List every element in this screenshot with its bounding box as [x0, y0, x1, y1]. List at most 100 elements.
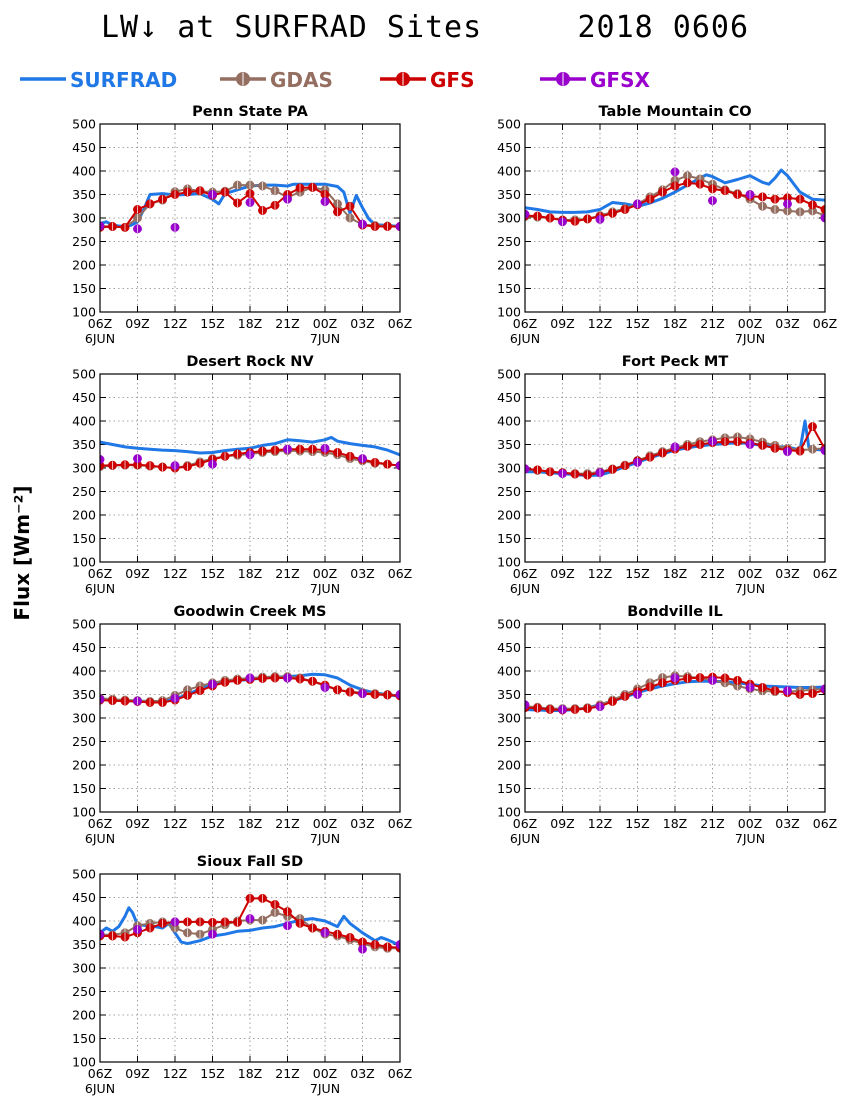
x-day-label: 7JUN	[310, 1081, 340, 1096]
plot-area	[525, 671, 825, 715]
series-gfsx	[525, 673, 825, 714]
y-tick-label: 100	[72, 1055, 96, 1070]
y-tick-label: 100	[497, 805, 521, 820]
x-tick-label: 00Z	[738, 566, 762, 581]
x-tick-label: 06Z	[388, 316, 412, 331]
x-tick-label: 15Z	[200, 316, 224, 331]
gridlines	[525, 624, 825, 812]
panel-title: Penn State PA	[192, 104, 308, 120]
y-tick-label: 150	[72, 531, 96, 546]
x-day-label: 6JUN	[85, 581, 115, 596]
panel-fort-peck-mt: Fort Peck MT5004504003503002502001501000…	[497, 354, 837, 596]
y-tick-label: 250	[497, 484, 521, 499]
data-point	[525, 209, 530, 219]
panel-penn-state-pa: Penn State PA 500 450 400 350 300 250 200 150 100…	[72, 104, 412, 346]
x-tick-label: 18Z	[238, 816, 262, 831]
plot-area	[100, 893, 400, 954]
y-tick-label: 450	[72, 390, 96, 405]
y-tick-label: 100	[497, 305, 521, 320]
x-tick-label: 00Z	[313, 566, 337, 581]
y-tick-label: 400	[72, 414, 96, 429]
x-tick-label: 06Z	[88, 816, 112, 831]
legend-label: GFSX	[590, 68, 650, 92]
series-line	[100, 906, 400, 947]
x-tick-label: 06Z	[88, 316, 112, 331]
series-gfsx	[100, 190, 400, 234]
x-day-label: 6JUN	[85, 831, 115, 846]
plot-area	[100, 672, 400, 707]
x-tick-label: 00Z	[313, 316, 337, 331]
gridlines	[100, 374, 400, 562]
x-tick-label: 09Z	[550, 316, 574, 331]
panel-title: Desert Rock NV	[186, 354, 314, 370]
x-tick-label: 06Z	[813, 316, 837, 331]
legend-item-gfsx: GFSX	[540, 68, 650, 92]
legend-label: SURFRAD	[70, 68, 177, 92]
x-tick-label: 06Z	[513, 566, 537, 581]
y-tick-label: 100	[72, 555, 96, 570]
legend-label: GFS	[430, 68, 474, 92]
y-tick-label: 200	[497, 758, 521, 773]
y-tick-label: 200	[72, 508, 96, 523]
x-tick-label: 03Z	[350, 316, 374, 331]
y-tick-label: 400	[497, 414, 521, 429]
x-tick-label: 09Z	[125, 566, 149, 581]
y-tick-label: 450	[72, 640, 96, 655]
x-tick-label: 00Z	[738, 816, 762, 831]
x-tick-label: 06Z	[388, 816, 412, 831]
x-tick-label: 15Z	[625, 566, 649, 581]
series-surfrad	[100, 435, 400, 457]
y-tick-label: 200	[497, 508, 521, 523]
gridlines	[525, 374, 825, 562]
x-day-label: 7JUN	[735, 581, 765, 596]
y-tick-label: 400	[497, 164, 521, 179]
x-tick-label: 03Z	[350, 566, 374, 581]
y-tick-label: 350	[72, 937, 96, 952]
x-tick-label: 18Z	[663, 566, 687, 581]
legend: SURFRAD GDAS GFS GFSX	[20, 68, 650, 92]
x-tick-label: 12Z	[588, 816, 612, 831]
y-tick-label: 300	[497, 711, 521, 726]
panel-title: Bondville IL	[627, 604, 723, 620]
y-tick-label: 150	[497, 781, 521, 796]
x-tick-label: 06Z	[513, 316, 537, 331]
y-tick-label: 150	[497, 281, 521, 296]
data-point	[525, 464, 530, 474]
panel-title: Sioux Fall SD	[197, 854, 303, 870]
y-tick-label: 300	[72, 211, 96, 226]
y-tick-label: 150	[497, 531, 521, 546]
x-day-label: 7JUN	[735, 831, 765, 846]
y-tick-label: 250	[72, 234, 96, 249]
panel-bondville-il: Bondville IL5004504003503002502001501000…	[497, 604, 837, 846]
y-tick-label: 450	[72, 890, 96, 905]
y-tick-label: 150	[72, 781, 96, 796]
panel-frame	[99, 873, 401, 1063]
y-tick-label: 400	[497, 664, 521, 679]
x-tick-label: 09Z	[125, 1066, 149, 1081]
plot-area	[100, 435, 400, 473]
legend-item-gfs: GFS	[380, 68, 474, 92]
x-tick-label: 21Z	[700, 566, 724, 581]
plot-area	[525, 419, 825, 480]
y-tick-label: 500	[72, 117, 96, 132]
series-gfsx	[100, 914, 400, 954]
y-tick-label: 350	[497, 687, 521, 702]
x-tick-label: 12Z	[163, 1066, 187, 1081]
x-tick-label: 12Z	[588, 316, 612, 331]
x-tick-label: 12Z	[163, 566, 187, 581]
legend-item-gdas: GDAS	[220, 68, 333, 92]
gridlines	[100, 124, 400, 312]
plot-area	[525, 167, 825, 227]
y-tick-label: 150	[72, 1031, 96, 1046]
x-tick-label: 18Z	[663, 316, 687, 331]
x-tick-label: 03Z	[350, 1066, 374, 1081]
x-tick-label: 21Z	[275, 1066, 299, 1081]
x-tick-label: 21Z	[275, 566, 299, 581]
panel-frame	[99, 623, 401, 813]
x-tick-label: 06Z	[88, 566, 112, 581]
x-tick-label: 21Z	[275, 816, 299, 831]
series-line	[100, 435, 400, 457]
y-tick-label: 300	[72, 461, 96, 476]
x-tick-label: 00Z	[313, 816, 337, 831]
